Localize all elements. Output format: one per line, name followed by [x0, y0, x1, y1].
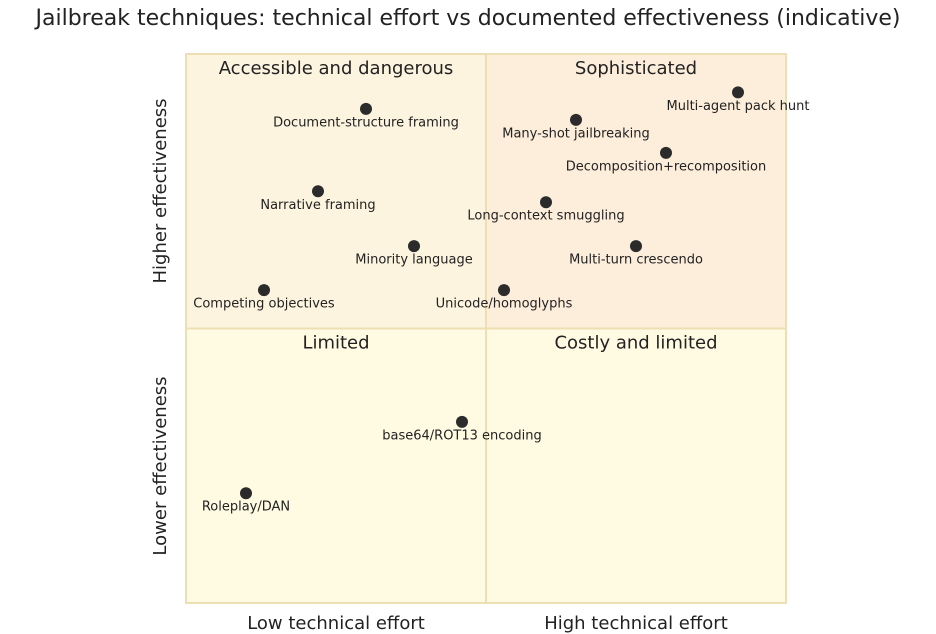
point-label: Minority language [355, 253, 472, 268]
point-label: Unicode/homoglyphs [436, 297, 573, 312]
quadrant [485, 53, 787, 330]
point [360, 102, 372, 115]
point [312, 185, 324, 198]
point [732, 86, 744, 99]
point [456, 415, 468, 428]
point [630, 240, 642, 253]
x-axis-low-label: Low technical effort [247, 613, 425, 634]
point-label: Long-context smuggling [467, 209, 624, 224]
y-axis-high-label: Higher effectiveness [150, 98, 171, 283]
point-label: Decomposition+recomposition [566, 159, 766, 174]
quadrant-label: Limited [302, 333, 369, 354]
point [540, 196, 552, 209]
point-label: Competing objectives [193, 297, 335, 312]
point-label: Many-shot jailbreaking [502, 126, 649, 141]
chart-title: Jailbreak techniques: technical effort v… [34, 6, 901, 31]
quadrant [185, 327, 487, 604]
quadrant-label: Accessible and dangerous [219, 58, 454, 79]
point-label: Roleplay/DAN [202, 500, 290, 515]
point [240, 487, 252, 500]
point-label: Multi-agent pack hunt [667, 99, 810, 114]
quadrant [485, 327, 787, 604]
quadrant-label: Costly and limited [554, 333, 717, 354]
point [258, 284, 270, 297]
point [498, 284, 510, 297]
point [570, 113, 582, 126]
point [660, 146, 672, 159]
quadrant-label: Sophisticated [575, 58, 697, 79]
point-label: Multi-turn crescendo [569, 253, 703, 268]
quadrant [185, 53, 487, 330]
x-axis-high-label: High technical effort [544, 613, 728, 634]
point-label: Narrative framing [260, 198, 375, 213]
point-label: Document-structure framing [273, 115, 459, 130]
y-axis-low-label: Lower effectiveness [150, 376, 171, 555]
point [408, 240, 420, 253]
point-label: base64/ROT13 encoding [382, 428, 542, 443]
